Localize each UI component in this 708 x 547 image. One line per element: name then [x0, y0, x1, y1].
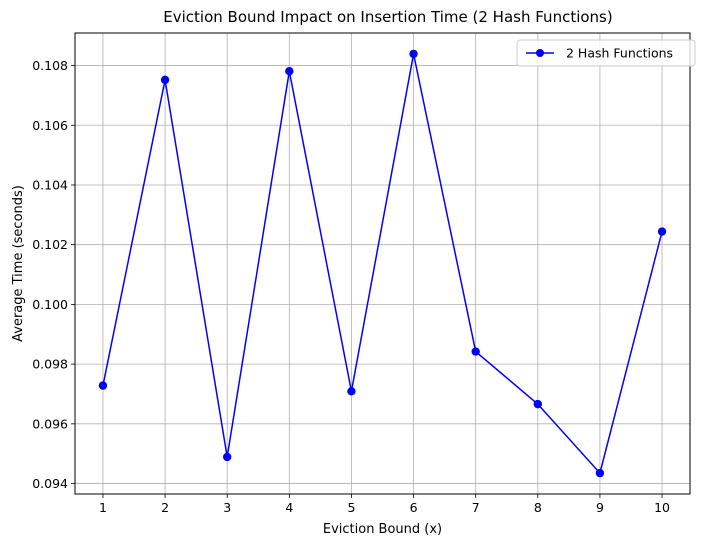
x-tick-label: 10: [654, 500, 670, 515]
x-axis: 1 2 3 4 5 6 7 8 9 10: [99, 494, 670, 515]
y-tick-label: 0.100: [32, 297, 68, 312]
series-line: [102, 53, 663, 475]
x-tick-label: 8: [534, 500, 542, 515]
data-point: [471, 347, 480, 356]
x-axis-label: Eviction Bound (x): [323, 522, 442, 537]
x-tick-label: 7: [472, 500, 480, 515]
legend-box: [516, 39, 696, 67]
plot-area: [74, 32, 691, 495]
data-point: [595, 468, 605, 478]
data-point: [222, 452, 232, 462]
x-tick-label: 3: [223, 500, 231, 515]
x-tick-label: 5: [347, 500, 355, 515]
data-point: [160, 75, 170, 85]
y-tick-label: 0.096: [32, 416, 68, 431]
x-tick-label: 1: [99, 500, 107, 515]
legend-label: 2 Hash Functions: [566, 46, 673, 61]
x-tick-label: 9: [596, 500, 604, 515]
x-tick-label: 4: [285, 500, 293, 515]
y-axis: 0.094 0.096 0.098 0.100 0.102 0.104 0.106 0.108: [32, 58, 75, 491]
grid: [75, 33, 690, 494]
x-tick-label: 2: [161, 500, 169, 515]
data-point: [347, 387, 356, 396]
y-tick-label: 0.094: [32, 476, 68, 491]
y-tick-label: 0.108: [32, 58, 68, 73]
legend-marker: [536, 49, 544, 57]
y-tick-label: 0.104: [32, 177, 68, 192]
y-axis-label: Average Time (seconds): [11, 185, 26, 342]
chart-title: Eviction Bound Impact on Insertion Time …: [163, 8, 612, 26]
data-point: [409, 49, 418, 59]
data-point: [657, 227, 667, 236]
y-tick-label: 0.098: [32, 357, 68, 372]
x-tick-label: 6: [410, 500, 418, 515]
y-tick-label: 0.102: [32, 237, 68, 252]
data-point: [98, 381, 108, 390]
data-point: [533, 399, 543, 409]
legend: 2 Hash Functions: [516, 39, 696, 67]
series-group: [98, 49, 667, 478]
y-tick-label: 0.106: [32, 118, 68, 133]
data-point: [285, 67, 294, 76]
